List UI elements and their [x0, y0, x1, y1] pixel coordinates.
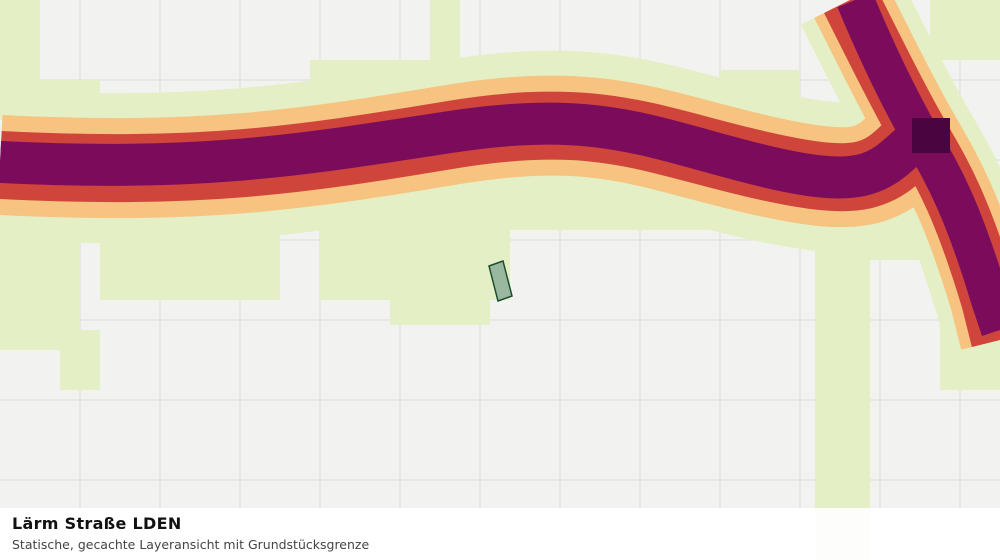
caption-panel: Lärm Straße LDEN Statische, gecachte Lay… — [0, 508, 1000, 560]
noise-bands — [0, 0, 1000, 355]
layer-title: Lärm Straße LDEN — [12, 514, 182, 533]
parcel-boundary — [488, 260, 513, 302]
layer-subtitle: Statische, gecachte Layeransicht mit Gru… — [12, 537, 370, 552]
